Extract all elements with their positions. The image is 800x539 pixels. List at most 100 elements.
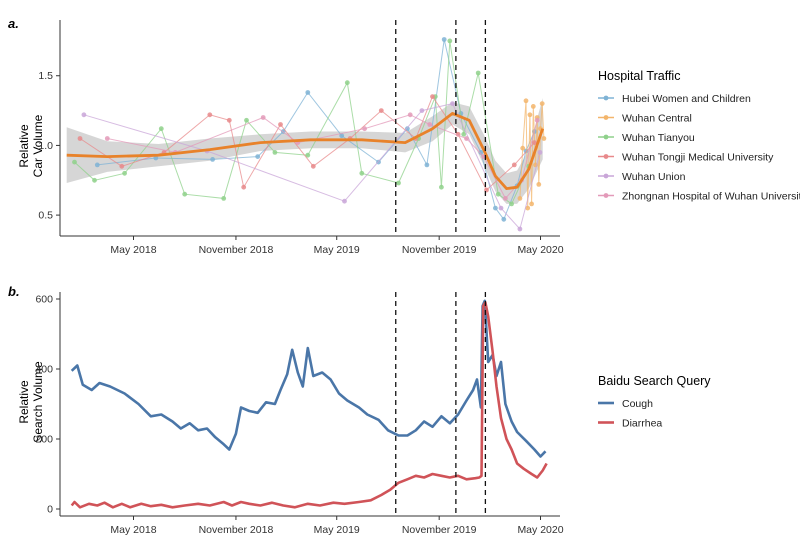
- panel-a-legend-key-dot: [603, 193, 609, 198]
- panel-a-data-point: [525, 205, 531, 211]
- panel-a-data-point: [378, 108, 384, 113]
- panel-b-y-tick-label: 0: [47, 504, 53, 516]
- panel-a-data-point: [530, 104, 536, 109]
- panel-b-legend-label: Diarrhea: [622, 417, 662, 429]
- panel-a-data-point: [342, 198, 347, 204]
- panel-a-data-point: [498, 205, 504, 211]
- panel-a-data-point: [541, 136, 547, 141]
- panel-a-x-tick-label: May 2018: [110, 244, 156, 256]
- panel-a-data-point: [226, 117, 232, 123]
- panel-a-data-point: [260, 115, 266, 120]
- panel-a-data-point: [439, 184, 444, 190]
- panel-a-data-point: [241, 184, 247, 190]
- panel-b-y-tick-label: 200: [35, 434, 53, 446]
- panel-a-data-point: [509, 201, 514, 207]
- panel-b-legend-label: Cough: [622, 398, 653, 410]
- panel-a-data-point: [534, 117, 540, 123]
- panel-a-data-point: [207, 112, 213, 118]
- panel-a-legend-key-dot: [603, 115, 609, 120]
- panel-a-legend-label: Wuhan Union: [622, 171, 686, 183]
- panel-a-data-point: [72, 159, 77, 165]
- panel-a-data-point: [529, 201, 534, 207]
- panel-a-data-point: [158, 126, 164, 132]
- panel-a-data-point: [305, 152, 311, 158]
- panel-a-data-point: [503, 196, 508, 201]
- panel-b-legend-title: Baidu Search Query: [598, 374, 711, 388]
- panel-a-data-point: [77, 136, 83, 141]
- panel-b-y-title: Relative Search Volume: [17, 361, 45, 443]
- panel-a-data-point: [405, 126, 410, 132]
- panel-a-legend-title: Hospital Traffic: [598, 69, 680, 83]
- panel-a-legend-key-dot: [603, 154, 609, 159]
- panel-a-data-point: [539, 101, 545, 106]
- panel-a-y-title: Relative Car Volume: [17, 114, 45, 177]
- panel-a-data-point: [339, 133, 345, 139]
- panel-a-plot-area: 0.5 1.0 1.5 May 2018 November 2018 May 2019 No…: [38, 20, 564, 256]
- panel-a-data-point: [278, 122, 283, 127]
- panel-a-data-point: [419, 108, 425, 113]
- panel-a-data-point: [517, 226, 523, 232]
- panel-b-series-line: [70, 301, 548, 509]
- panel-a-data-point: [441, 37, 447, 42]
- panel-a-data-point: [517, 196, 523, 201]
- panel-a-data-point: [478, 150, 484, 155]
- panel-a-smooth-line: [66, 112, 545, 190]
- panel-a-data-point: [461, 131, 467, 137]
- panel-b-y-title-line2: Search Volume: [31, 361, 45, 443]
- panel-b-y-tick-label: 400: [35, 364, 53, 376]
- panel-a-y-tick-label: 1.0: [38, 140, 53, 152]
- panel-a-data-point: [104, 136, 110, 141]
- panel-a-legend-label: Wuhan Tianyou: [622, 132, 695, 144]
- panel-b-x-tick-label: May 2018: [110, 524, 156, 536]
- panel-a-data-point: [221, 196, 227, 201]
- panel-a-data-point: [493, 205, 498, 211]
- panel-a-series-line: [107, 114, 538, 200]
- panel-a-data-point: [532, 140, 537, 146]
- panel-b-label: b.: [8, 284, 20, 299]
- panel-a-data-point: [536, 182, 542, 187]
- panel-a-data-point: [310, 163, 316, 169]
- panel-a-data-point: [407, 112, 413, 118]
- panel-a-data-point: [430, 94, 435, 99]
- panel-b-legend: Baidu Search Query Cough Diarrhea: [598, 374, 711, 429]
- panel-a-y-title-line1: Relative: [17, 124, 31, 168]
- panel-b-series-line: [70, 299, 547, 458]
- panel-a-data-point: [92, 177, 97, 183]
- panel-a-x-tick-label: May 2019: [314, 244, 360, 256]
- panel-a-data-point: [210, 157, 216, 162]
- panel-a-data-point: [81, 112, 87, 118]
- panel-a-data-point: [362, 126, 367, 132]
- panel-a-data-point: [537, 150, 543, 155]
- panel-a-data-point: [501, 216, 507, 222]
- panel-b-x-tick-label: November 2018: [199, 524, 274, 536]
- panel-a-legend-key-dot: [603, 173, 609, 179]
- panel-a-data-point: [520, 145, 526, 151]
- panel-a-data-point: [255, 154, 261, 160]
- panel-a-y-tick-label: 1.5: [38, 70, 53, 82]
- panel-b-y-tick-label: 600: [35, 294, 53, 306]
- panel-a-legend-label: Wuhan Central: [622, 112, 692, 124]
- panel-a-data-point: [447, 38, 453, 44]
- panel-a-data-point: [244, 117, 249, 123]
- panel-b-x-tick-label: November 2019: [402, 524, 477, 536]
- panel-a-y-title-line2: Car Volume: [31, 114, 45, 177]
- panel-a-label: a.: [8, 16, 19, 31]
- panel-a-x-tick-label: November 2018: [199, 244, 274, 256]
- panel-a-legend: Hospital Traffic Hubei Women and Childre…: [598, 69, 800, 202]
- panel-a-data-point: [272, 150, 278, 155]
- panel-a-x-tick-label: May 2020: [517, 244, 563, 256]
- panel-a-data-point: [527, 112, 533, 118]
- panel-a-data-point: [344, 80, 350, 86]
- panel-a-data-point: [182, 191, 188, 197]
- panel-a-data-point: [427, 122, 433, 127]
- panel-a-series-line: [79, 95, 535, 191]
- panel-a-confidence-band: [66, 98, 543, 204]
- panel-b-plot-area: 0 200 400 600 May 2018 November 2018 May 2019 N…: [35, 292, 564, 536]
- panel-a-data-point: [153, 155, 159, 161]
- panel-a-data-point: [495, 191, 501, 197]
- panel-a-x-tick-label: November 2019: [402, 244, 477, 256]
- panel-a-data-point: [94, 162, 100, 168]
- panel-a-data-point: [359, 170, 365, 176]
- panel-a-legend-label: Hubei Women and Children: [622, 93, 751, 105]
